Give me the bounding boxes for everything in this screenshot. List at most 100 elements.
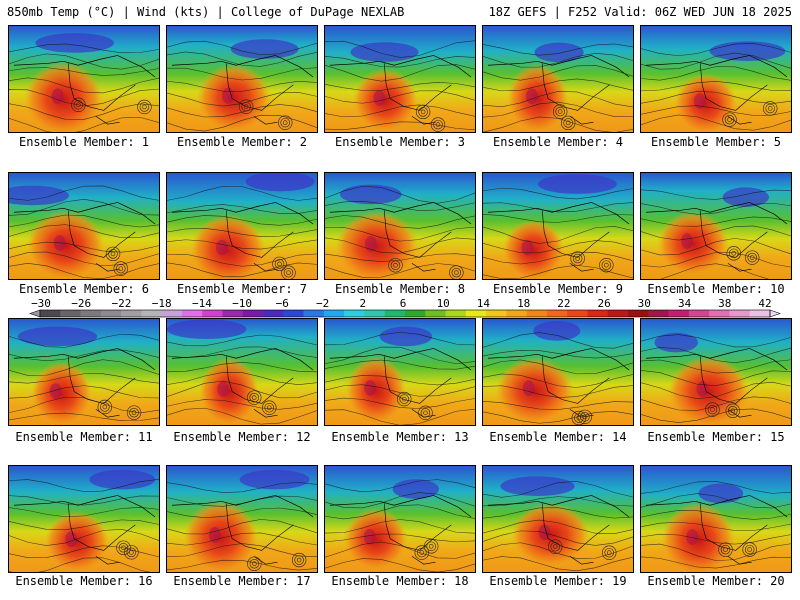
colorbar-tick-label: 6 (400, 297, 407, 310)
colorbar-tick-label: −30 (31, 297, 51, 310)
colorbar-tick-label: −22 (111, 297, 131, 310)
colorbar-tick-label: 42 (758, 297, 771, 310)
colorbar-tick-label: 38 (718, 297, 731, 310)
ensemble-member-map (8, 172, 160, 280)
colorbar-swatch (587, 310, 609, 317)
ensemble-member-map (324, 25, 476, 133)
colorbar-tick-label: −10 (232, 297, 252, 310)
ensemble-member-map (482, 465, 634, 573)
ensemble-member-map (324, 318, 476, 426)
colorbar-tick-label: 18 (517, 297, 530, 310)
colorbar-tick-label: −26 (71, 297, 91, 310)
member-label: Ensemble Member: 12 (173, 430, 311, 444)
colorbar-swatch (567, 310, 588, 317)
colorbar: −30 −26 −22 −18 −14 −10 −6 −2 2 6 10 14 18 22 26 30 34 38… (29, 297, 781, 318)
colorbar-swatch (628, 310, 649, 317)
ensemble-member-map (166, 465, 318, 573)
colorbar-swatch (100, 310, 122, 317)
ensemble-member-map (8, 465, 160, 573)
ensemble-member-map (482, 318, 634, 426)
member-label: Ensemble Member: 18 (331, 574, 469, 588)
ensemble-member-map (8, 25, 160, 133)
colorbar-tick-label: −2 (316, 297, 329, 310)
colorbar-tick-label: 10 (437, 297, 450, 310)
member-label: Ensemble Member: 13 (331, 430, 469, 444)
ensemble-member-map (166, 172, 318, 280)
colorbar-swatch (405, 310, 426, 317)
member-label: Ensemble Member: 7 (176, 282, 308, 296)
colorbar-swatch (486, 310, 507, 317)
colorbar-tick-label: 2 (359, 297, 366, 310)
colorbar-outline (39, 309, 771, 318)
ensemble-member-map (482, 25, 634, 133)
colorbar-swatch (60, 310, 81, 317)
colorbar-swatch (202, 310, 223, 317)
member-label: Ensemble Member: 4 (492, 135, 624, 149)
colorbar-swatch (668, 310, 690, 317)
colorbar-swatch (364, 310, 386, 317)
colorbar-swatch (729, 310, 751, 317)
colorbar-arrow-left (29, 309, 41, 318)
member-label: Ensemble Member: 15 (647, 430, 785, 444)
ensemble-member-map (640, 25, 792, 133)
colorbar-swatch (384, 310, 406, 317)
colorbar-swatch (749, 310, 771, 317)
colorbar-swatch (526, 310, 548, 317)
colorbar-swatch (181, 310, 203, 317)
colorbar-swatch (222, 310, 244, 317)
colorbar-swatch (283, 310, 304, 317)
colorbar-tick-label: 26 (597, 297, 610, 310)
header: 850mb Temp (°C) | Wind (kts) | College o… (0, 0, 800, 22)
colorbar-swatch (242, 310, 264, 317)
member-label: Ensemble Member: 2 (176, 135, 308, 149)
member-label: Ensemble Member: 5 (650, 135, 782, 149)
member-label: Ensemble Member: 11 (15, 430, 153, 444)
member-label: Ensemble Member: 10 (647, 282, 785, 296)
colorbar-swatch (709, 310, 730, 317)
ensemble-member-map (324, 172, 476, 280)
colorbar-swatch (263, 310, 284, 317)
colorbar-tick-label: 30 (638, 297, 651, 310)
colorbar-swatch (141, 310, 162, 317)
colorbar-swatch (303, 310, 325, 317)
ensemble-member-map (482, 172, 634, 280)
colorbar-tick-label: 34 (678, 297, 692, 310)
colorbar-swatch (648, 310, 669, 317)
colorbar-swatch (121, 310, 142, 317)
colorbar-swatch (688, 310, 710, 317)
colorbar-tick-label: −14 (192, 297, 212, 310)
ensemble-member-map (640, 465, 792, 573)
member-label: Ensemble Member: 17 (173, 574, 311, 588)
colorbar-tick-label: 22 (557, 297, 570, 310)
colorbar-swatch (607, 310, 629, 317)
ensemble-member-map (166, 318, 318, 426)
colorbar-swatch (323, 310, 345, 317)
ensemble-member-map (8, 318, 160, 426)
colorbar-swatch (445, 310, 467, 317)
valid-time: 18Z GEFS | F252 Valid: 06Z WED JUN 18 20… (488, 5, 792, 19)
colorbar-swatch (465, 310, 487, 317)
member-label: Ensemble Member: 16 (15, 574, 153, 588)
member-label: Ensemble Member: 3 (334, 135, 466, 149)
ensemble-member-map (166, 25, 318, 133)
member-label: Ensemble Member: 20 (647, 574, 785, 588)
colorbar-arrow-right (769, 309, 781, 318)
product-title: 850mb Temp (°C) | Wind (kts) | College o… (7, 5, 405, 19)
ensemble-member-map (640, 318, 792, 426)
member-label: Ensemble Member: 19 (489, 574, 627, 588)
colorbar-swatch (161, 310, 183, 317)
colorbar-tick-label: −6 (276, 297, 289, 310)
colorbar-swatch (506, 310, 527, 317)
colorbar-swatch (80, 310, 102, 317)
member-label: Ensemble Member: 8 (334, 282, 466, 296)
colorbar-swatch (344, 310, 365, 317)
colorbar-swatch (425, 310, 446, 317)
colorbar-tick-label: 14 (477, 297, 491, 310)
member-label: Ensemble Member: 14 (489, 430, 627, 444)
member-label: Ensemble Member: 6 (18, 282, 150, 296)
member-label: Ensemble Member: 1 (18, 135, 150, 149)
colorbar-tick-label: −18 (152, 297, 172, 310)
ensemble-member-map (640, 172, 792, 280)
ensemble-member-map (324, 465, 476, 573)
member-label: Ensemble Member: 9 (492, 282, 624, 296)
